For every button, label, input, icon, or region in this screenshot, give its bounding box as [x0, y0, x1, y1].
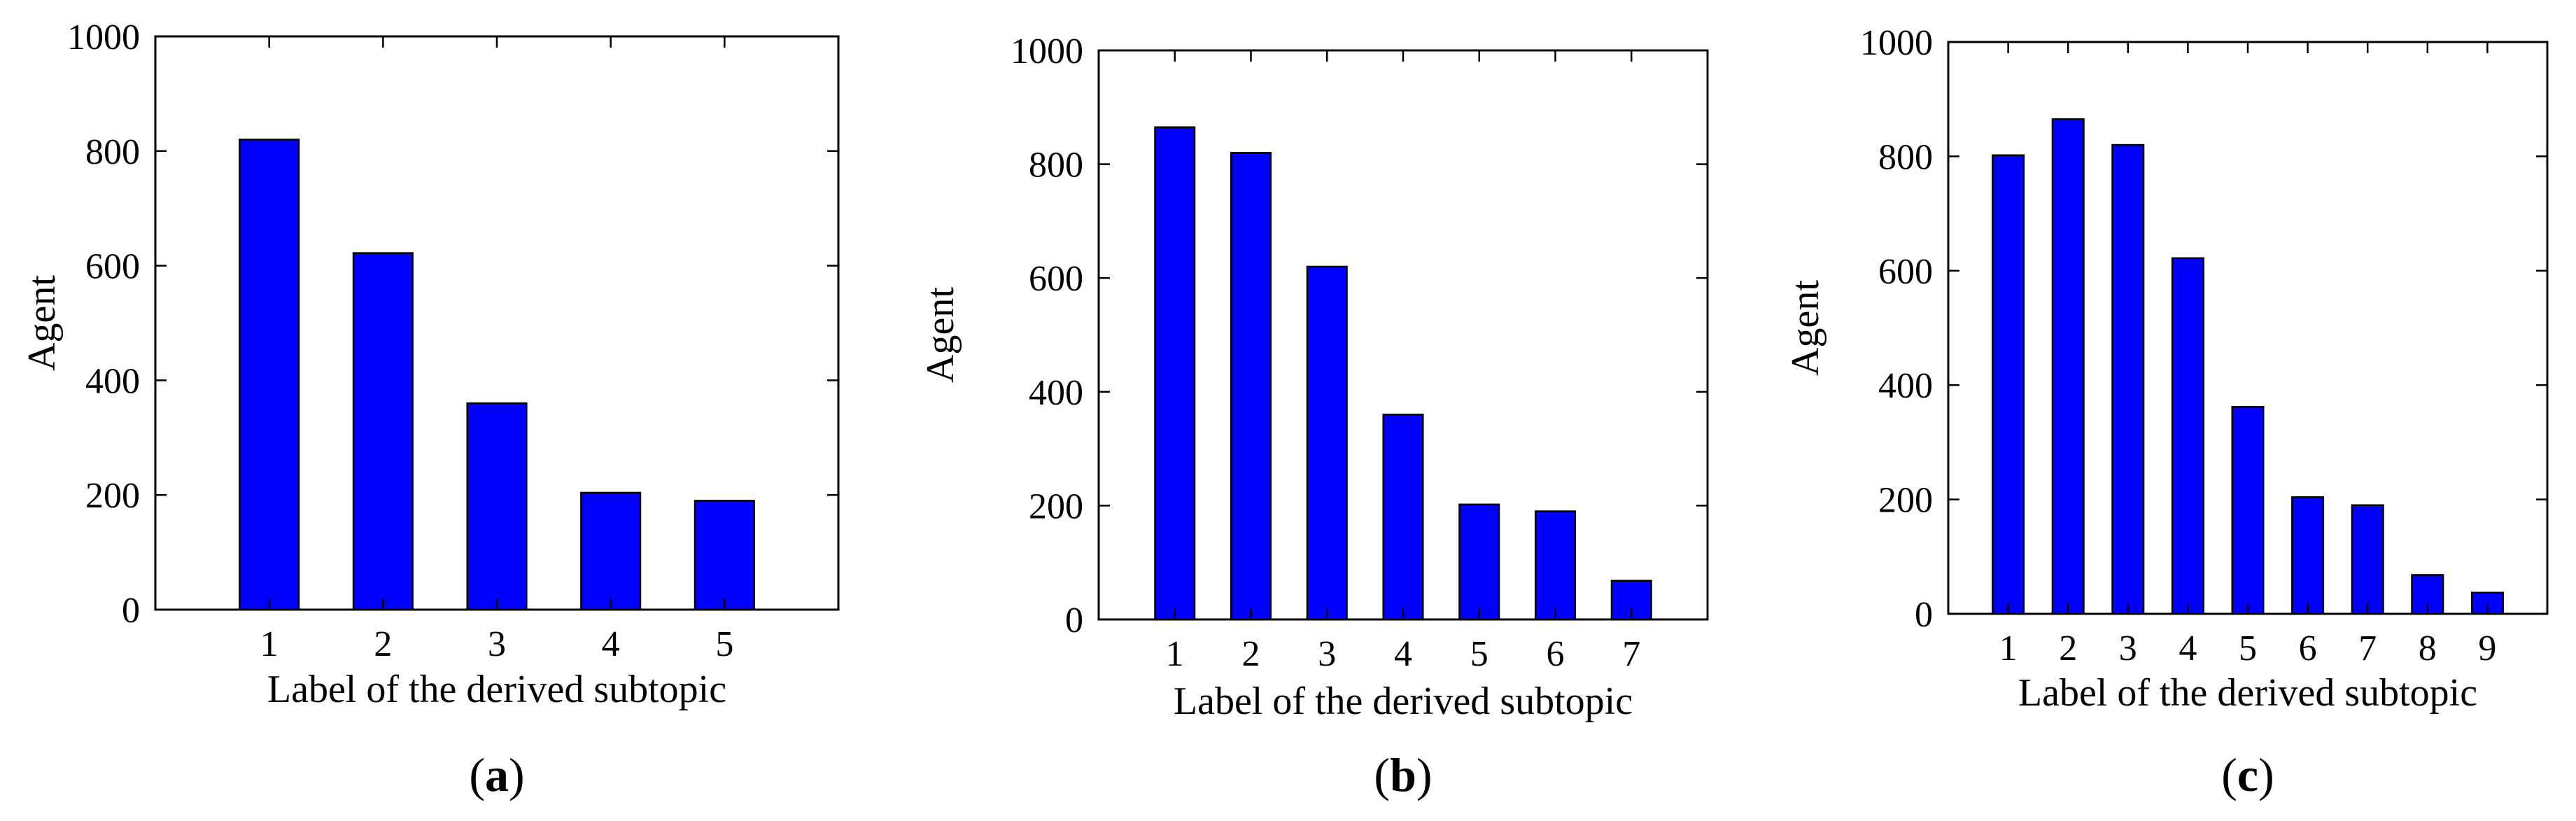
y-axis-label: Agent — [919, 287, 962, 383]
bar-2 — [1230, 152, 1272, 621]
x-tick-label: 1 — [260, 624, 279, 664]
x-tick-label: 7 — [1622, 634, 1640, 674]
x-tick-label: 4 — [1394, 634, 1412, 674]
y-tick-label: 200 — [85, 476, 140, 516]
y-tick-label: 400 — [1029, 373, 1083, 413]
bar-2 — [2051, 118, 2085, 615]
x-tick-label: 3 — [488, 624, 506, 664]
x-tick-label: 4 — [602, 624, 620, 664]
x-axis-label: Label of the derived subtopic — [1174, 680, 1633, 723]
y-tick-label: 600 — [1878, 252, 1933, 292]
bar-3 — [1306, 265, 1348, 621]
x-tick-label: 1 — [1166, 634, 1184, 674]
x-tick-label: 7 — [2358, 629, 2377, 668]
bar-4 — [1382, 414, 1424, 621]
y-tick-label: 800 — [1029, 146, 1083, 185]
panel-label: (b) — [1374, 748, 1432, 801]
x-tick-label: 5 — [715, 624, 733, 664]
y-tick-label: 400 — [1878, 366, 1933, 406]
y-tick-label: 1000 — [1860, 23, 1933, 63]
bar-5 — [694, 500, 755, 611]
y-tick-label: 600 — [85, 247, 140, 287]
y-tick-label: 600 — [1029, 259, 1083, 299]
y-tick-label: 1000 — [1011, 31, 1083, 71]
x-tick-label: 5 — [2239, 629, 2257, 668]
bar-4 — [580, 491, 642, 611]
x-tick-label: 8 — [2419, 629, 2437, 668]
y-tick-label: 200 — [1878, 481, 1933, 521]
y-tick-label: 400 — [85, 361, 140, 401]
x-tick-label: 2 — [374, 624, 392, 664]
panel-label-open-paren: ( — [1374, 748, 1390, 801]
x-tick-label: 5 — [1470, 634, 1488, 674]
bar-1 — [1992, 154, 2025, 615]
bar-6 — [2291, 496, 2325, 615]
x-tick-label: 9 — [2478, 629, 2496, 668]
y-tick-label: 200 — [1029, 486, 1083, 526]
x-tick-label: 3 — [1318, 634, 1336, 674]
y-tick-label: 800 — [1878, 137, 1933, 177]
bar-2 — [352, 252, 414, 611]
bar-6 — [1534, 510, 1577, 621]
y-tick-label: 1000 — [67, 17, 140, 57]
bar-5 — [2231, 405, 2265, 615]
x-tick-label: 3 — [2119, 629, 2137, 668]
x-tick-label: 1 — [1999, 629, 2018, 668]
panel-label-letter: c — [2237, 748, 2258, 801]
bar-5 — [1458, 503, 1500, 621]
bar-3 — [2111, 143, 2145, 615]
panel-label: (a) — [469, 748, 524, 801]
y-tick-label: 800 — [85, 132, 140, 172]
panel-label-letter: b — [1390, 748, 1416, 801]
x-axis-label: Label of the derived subtopic — [2018, 671, 2477, 715]
panel-label: (c) — [2221, 748, 2274, 801]
y-tick-label: 0 — [1065, 601, 1083, 640]
panel-label-letter: a — [485, 748, 509, 801]
x-tick-label: 4 — [2179, 629, 2197, 668]
panel-label-close-paren: ) — [1416, 748, 1433, 801]
bar-4 — [2171, 257, 2204, 615]
x-tick-label: 2 — [2059, 629, 2077, 668]
bar-7 — [2351, 504, 2384, 615]
x-tick-label: 2 — [1242, 634, 1260, 674]
panel-label-open-paren: ( — [2221, 748, 2237, 801]
bar-1 — [1154, 126, 1196, 621]
x-tick-label: 6 — [2299, 629, 2317, 668]
bar-1 — [239, 139, 300, 611]
y-axis-label: Agent — [20, 275, 64, 371]
panel-label-close-paren: ) — [2258, 748, 2274, 801]
y-axis-label: Agent — [1784, 280, 1827, 376]
x-tick-label: 6 — [1547, 634, 1565, 674]
chart-panel-b: 0 200 400 600 800 1000 1 2 3 4 5 6 7 Label of the der… — [919, 31, 1709, 801]
bar-3 — [466, 402, 528, 611]
y-tick-label: 0 — [1915, 595, 1933, 635]
panel-label-open-paren: ( — [469, 748, 485, 801]
panel-label-close-paren: ) — [509, 748, 525, 801]
x-axis-label: Label of the derived subtopic — [267, 668, 726, 711]
y-tick-label: 0 — [122, 591, 140, 631]
